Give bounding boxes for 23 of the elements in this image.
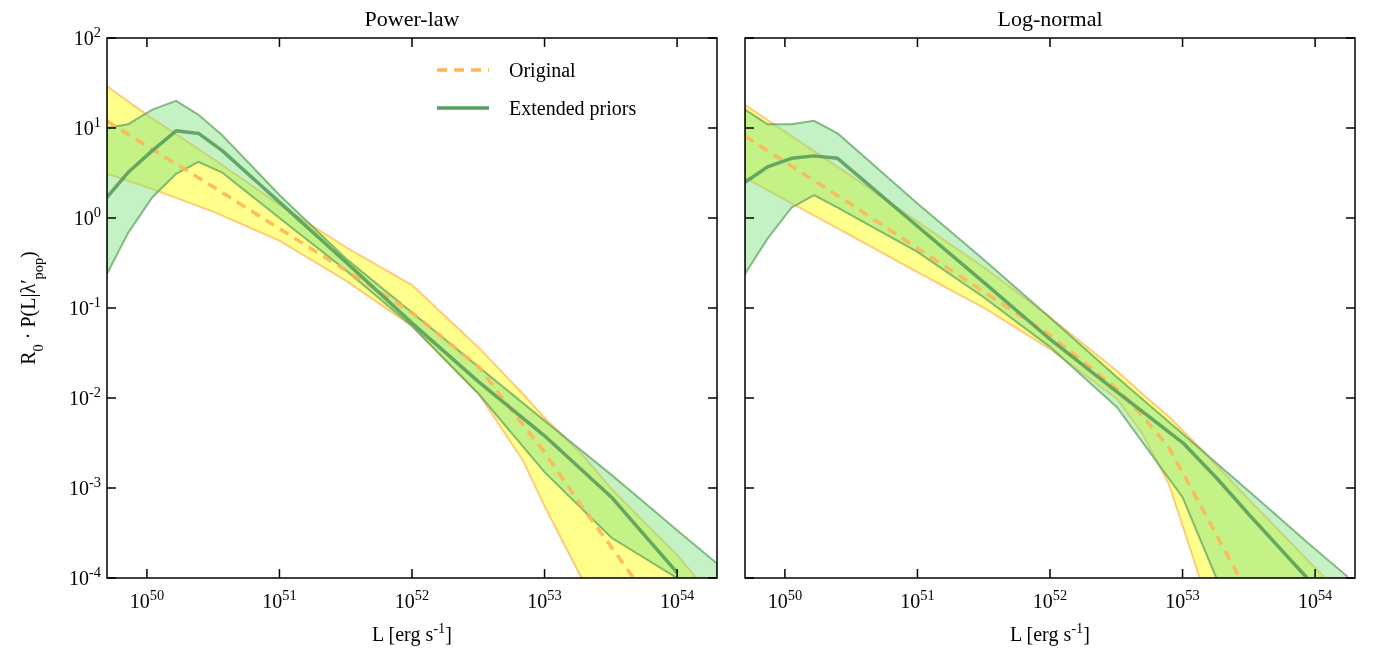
x-tick-label: 10$^{54}$ bbox=[659, 587, 695, 612]
legend-label: Original bbox=[509, 59, 577, 82]
y-tick-label: 10$^{1}$ bbox=[73, 114, 101, 139]
legend-label: Extended priors bbox=[509, 97, 637, 120]
y-tick-label: 10$^{-4}$ bbox=[69, 564, 101, 589]
y-tick-label: 10$^{-1}$ bbox=[69, 294, 101, 319]
chart-title: Power-law bbox=[364, 6, 460, 31]
y-tick-label: 10$^{-2}$ bbox=[69, 384, 101, 409]
x-tick-label: 10$^{52}$ bbox=[1032, 587, 1068, 612]
x-tick-label: 10$^{53}$ bbox=[527, 587, 562, 612]
y-tick-label: 10$^{-3}$ bbox=[69, 474, 101, 499]
x-tick-label: 10$^{50}$ bbox=[129, 587, 165, 612]
x-tick-label: 10$^{51}$ bbox=[262, 587, 297, 612]
x-tick-label: 10$^{54}$ bbox=[1297, 587, 1333, 612]
y-tick-label: 10$^{0}$ bbox=[73, 204, 101, 229]
x-axis-title: L [erg s$^{-1}$] bbox=[1010, 620, 1090, 646]
x-tick-label: 10$^{50}$ bbox=[767, 587, 803, 612]
chart-title: Log-normal bbox=[997, 6, 1103, 31]
x-axis-title: L [erg s$^{-1}$] bbox=[372, 620, 452, 646]
y-tick-label: 10$^{2}$ bbox=[73, 24, 101, 49]
x-tick-label: 10$^{51}$ bbox=[900, 587, 935, 612]
x-tick-label: 10$^{53}$ bbox=[1165, 587, 1200, 612]
x-tick-label: 10$^{52}$ bbox=[394, 587, 430, 612]
